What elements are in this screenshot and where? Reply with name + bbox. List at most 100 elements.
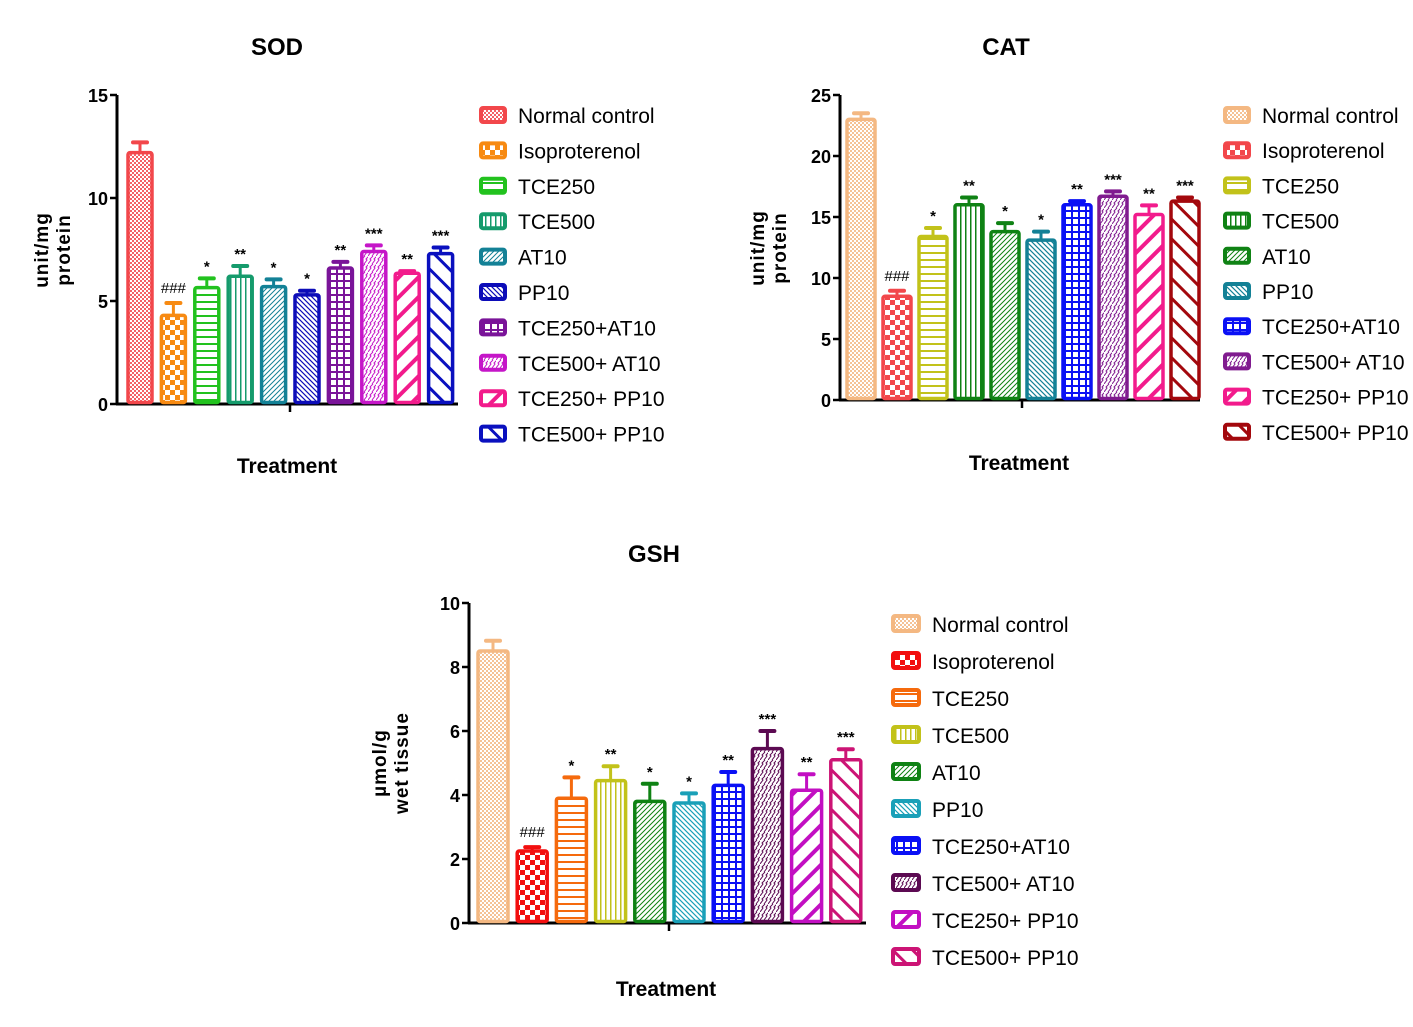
- bar: [750, 746, 785, 924]
- legend-swatch: [479, 176, 507, 195]
- legend-label: Isoproterenol: [1262, 140, 1385, 163]
- significance-label: ***: [365, 225, 383, 242]
- significance-label: ***: [1176, 177, 1194, 194]
- legend-label: Normal control: [1262, 105, 1399, 128]
- legend-label: TCE250: [932, 688, 1009, 711]
- bar: [1025, 238, 1057, 401]
- legend-label: TCE500+ AT10: [932, 873, 1075, 896]
- bar: [476, 649, 510, 924]
- bar: [633, 799, 667, 924]
- y-axis-label-line2: protein: [54, 214, 75, 285]
- significance-label: **: [722, 752, 734, 769]
- significance-label: *: [204, 258, 210, 275]
- legend-swatch: [479, 283, 507, 301]
- sod-chart: SOD Treatment unit/mg protein 0 5 10 15 ### *…: [32, 34, 665, 478]
- legend-swatch: [1223, 317, 1251, 336]
- bar: [293, 293, 321, 405]
- legend-swatch: [1223, 176, 1251, 195]
- legend-label: AT10: [932, 762, 981, 785]
- bar: [1133, 212, 1165, 401]
- y-tick-label: 6: [450, 722, 460, 742]
- legend: Normal control Isoproterenol TCE250 TCE500 A…: [1223, 105, 1409, 445]
- significance-label: *: [1002, 203, 1008, 220]
- legend-label: Isoproterenol: [518, 140, 641, 163]
- gsh-chart: GSH Treatment µmol/g wet tissue 0 2 4 6 8 10 #…: [370, 541, 1079, 1001]
- legend-label: TCE500+ PP10: [1262, 422, 1409, 445]
- legend-label: PP10: [932, 799, 983, 822]
- legend-label: PP10: [518, 282, 569, 305]
- significance-label: ###: [161, 280, 187, 297]
- y-tick-label: 2: [450, 850, 460, 870]
- y-tick-label: 10: [440, 594, 460, 614]
- legend-swatch: [891, 688, 921, 707]
- y-tick-label: 25: [811, 86, 831, 106]
- significance-label: **: [335, 242, 347, 259]
- significance-label: ***: [759, 711, 777, 728]
- legend-swatch: [1223, 352, 1251, 371]
- y-tick-label: 15: [811, 208, 831, 228]
- legend-swatch: [891, 947, 921, 966]
- legend-swatch: [891, 762, 921, 781]
- legend-label: AT10: [518, 247, 567, 270]
- legend-swatch: [891, 836, 921, 855]
- y-axis-label-line1: unit/mg: [32, 212, 53, 288]
- legend-label: Normal control: [518, 105, 655, 128]
- y-tick-label: 10: [88, 189, 108, 209]
- y-tick-label: 0: [98, 395, 108, 415]
- bar: [159, 313, 188, 405]
- y-tick-label: 0: [821, 391, 831, 411]
- significance-label: *: [271, 259, 277, 276]
- bar: [259, 284, 288, 405]
- significance-label: **: [234, 246, 246, 263]
- legend-swatch: [479, 212, 507, 231]
- bar: [845, 117, 877, 401]
- bar: [917, 234, 949, 401]
- bar: [360, 249, 388, 405]
- y-tick-label: 0: [450, 914, 460, 934]
- legend-label: Normal control: [932, 614, 1069, 637]
- significance-label: ###: [520, 824, 546, 841]
- legend-swatch: [479, 106, 507, 124]
- legend-label: TCE250+ PP10: [1262, 387, 1409, 410]
- y-tick-label: 5: [821, 330, 831, 350]
- legend-swatch: [891, 873, 921, 892]
- legend-label: TCE500: [1262, 211, 1339, 234]
- significance-label: **: [963, 177, 975, 194]
- legend-label: TCE500: [932, 725, 1009, 748]
- significance-label: **: [401, 251, 413, 268]
- y-axis-label-line2: protein: [770, 212, 791, 283]
- bar: [515, 849, 549, 924]
- y-axis-label-line1: unit/mg: [748, 210, 769, 286]
- cat-chart: CAT Treatment unit/mg protein 0 5 10 15 20 25…: [748, 34, 1409, 475]
- bar: [1061, 203, 1093, 401]
- bar: [126, 150, 154, 405]
- legend-swatch: [479, 247, 507, 266]
- bar: [953, 203, 985, 401]
- x-axis-label: Treatment: [237, 455, 337, 478]
- significance-label: *: [568, 757, 574, 774]
- legend-label: TCE500+ AT10: [1262, 351, 1405, 374]
- legend-swatch: [479, 141, 507, 160]
- legend-swatch: [1223, 141, 1251, 160]
- y-tick-label: 4: [450, 786, 460, 806]
- legend-swatch: [891, 799, 921, 818]
- x-axis-label: Treatment: [969, 452, 1069, 475]
- significance-label: *: [930, 208, 936, 225]
- legend-label: TCE250: [1262, 175, 1339, 198]
- bar: [226, 274, 254, 405]
- legend-label: PP10: [1262, 281, 1313, 304]
- legend-swatch: [891, 614, 921, 633]
- y-tick-label: 15: [88, 86, 108, 106]
- bar: [789, 788, 824, 924]
- legend-swatch: [479, 353, 507, 372]
- legend-swatch: [1223, 387, 1251, 406]
- legend-label: TCE500+ PP10: [518, 424, 665, 447]
- legend-label: TCE250+AT10: [518, 317, 656, 340]
- legend: Normal control Isoproterenol TCE250 TCE500 A…: [891, 614, 1079, 970]
- chart-title: SOD: [251, 34, 303, 61]
- legend-label: Isoproterenol: [932, 651, 1055, 674]
- bar: [672, 801, 706, 924]
